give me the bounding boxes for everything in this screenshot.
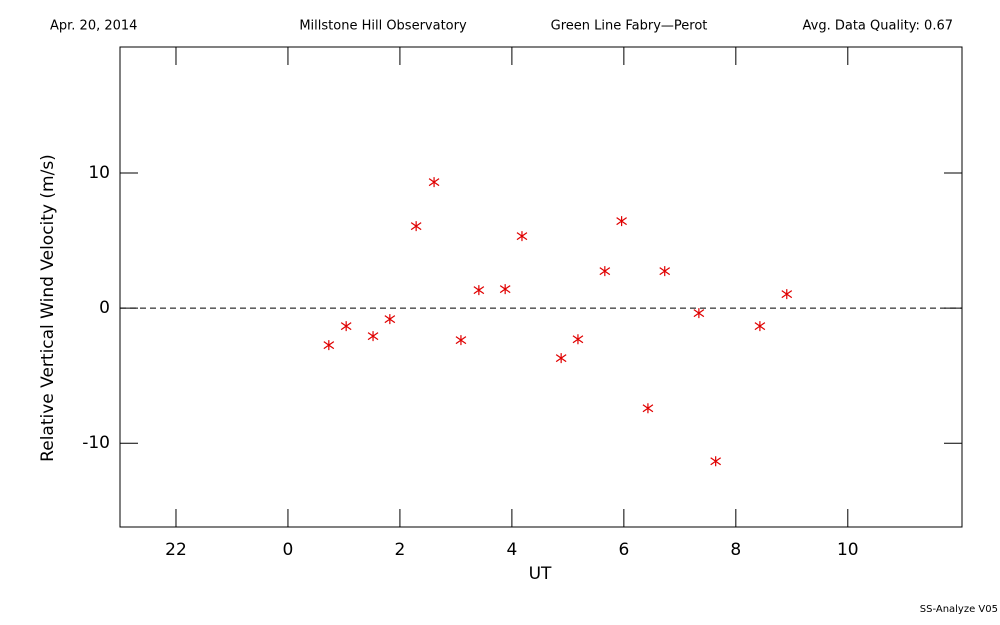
data-point bbox=[659, 266, 671, 277]
data-point bbox=[428, 177, 440, 188]
data-point bbox=[384, 314, 396, 325]
chart-subtitle: Green Line Fabry—Perot bbox=[551, 19, 708, 34]
x-axis-label: UT bbox=[529, 564, 552, 584]
data-point bbox=[693, 308, 705, 319]
y-tick-label: 10 bbox=[88, 163, 110, 183]
y-tick-label: -10 bbox=[82, 433, 110, 453]
data-point bbox=[642, 403, 654, 414]
x-tick-label: 22 bbox=[165, 540, 187, 560]
chart-title: Millstone Hill Observatory bbox=[299, 19, 467, 34]
data-point bbox=[616, 216, 627, 227]
data-point bbox=[754, 321, 766, 332]
y-tick-label: 0 bbox=[99, 298, 110, 318]
data-point bbox=[367, 331, 379, 342]
x-tick-label: 8 bbox=[730, 540, 741, 560]
data-point bbox=[781, 289, 793, 300]
data-point bbox=[499, 284, 511, 295]
data-point bbox=[410, 221, 422, 232]
data-point bbox=[340, 321, 352, 332]
quality-note: Avg. Data Quality: 0.67 bbox=[803, 19, 953, 34]
footer: SS-Analyze V05 bbox=[920, 604, 998, 615]
x-tick-label: 4 bbox=[506, 540, 517, 560]
data-point bbox=[572, 334, 584, 345]
x-tick-label: 2 bbox=[395, 540, 406, 560]
data-point bbox=[710, 456, 722, 467]
data-point bbox=[555, 353, 567, 364]
data-point bbox=[323, 340, 335, 351]
data-point bbox=[516, 231, 528, 242]
data-point bbox=[473, 285, 485, 296]
date: Apr. 20, 2014 bbox=[50, 19, 137, 34]
x-tick-label: 10 bbox=[837, 540, 859, 560]
x-tick-label: 6 bbox=[618, 540, 629, 560]
data-point bbox=[599, 266, 611, 277]
y-axis-label: Relative Vertical Wind Velocity (m/s) bbox=[38, 154, 58, 462]
data-point bbox=[455, 335, 467, 346]
plot-frame bbox=[119, 46, 963, 528]
x-tick-label: 0 bbox=[283, 540, 294, 560]
